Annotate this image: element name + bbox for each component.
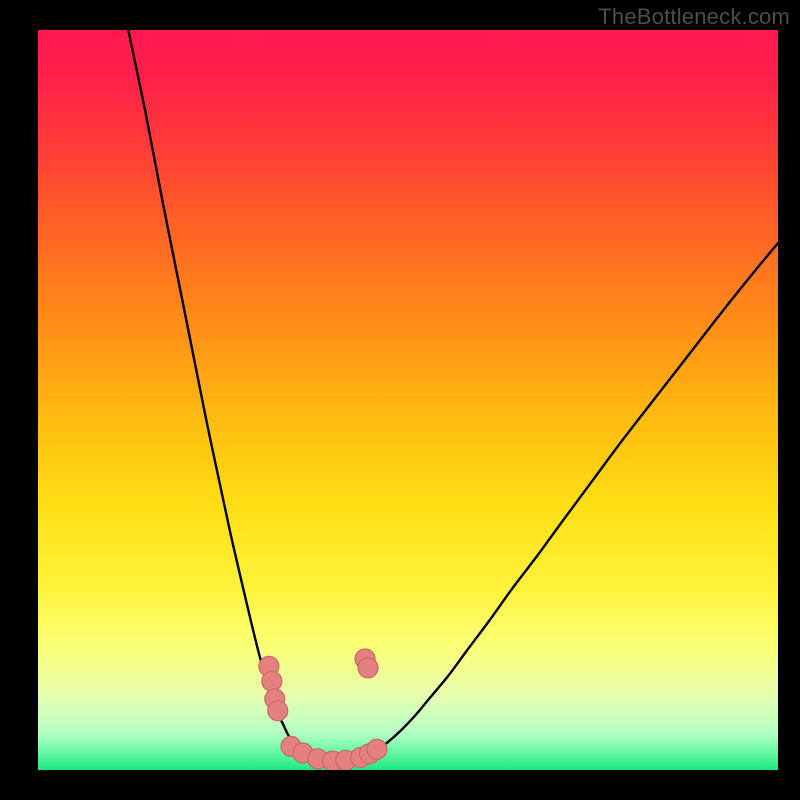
plot-area [38,30,778,770]
data-marker [358,658,378,678]
data-marker [268,701,288,721]
bottleneck-chart [38,30,778,770]
data-marker [367,739,387,759]
watermark-text: TheBottleneck.com [598,4,790,30]
data-marker [262,671,282,691]
chart-container: TheBottleneck.com [0,0,800,800]
gradient-background [38,30,778,770]
